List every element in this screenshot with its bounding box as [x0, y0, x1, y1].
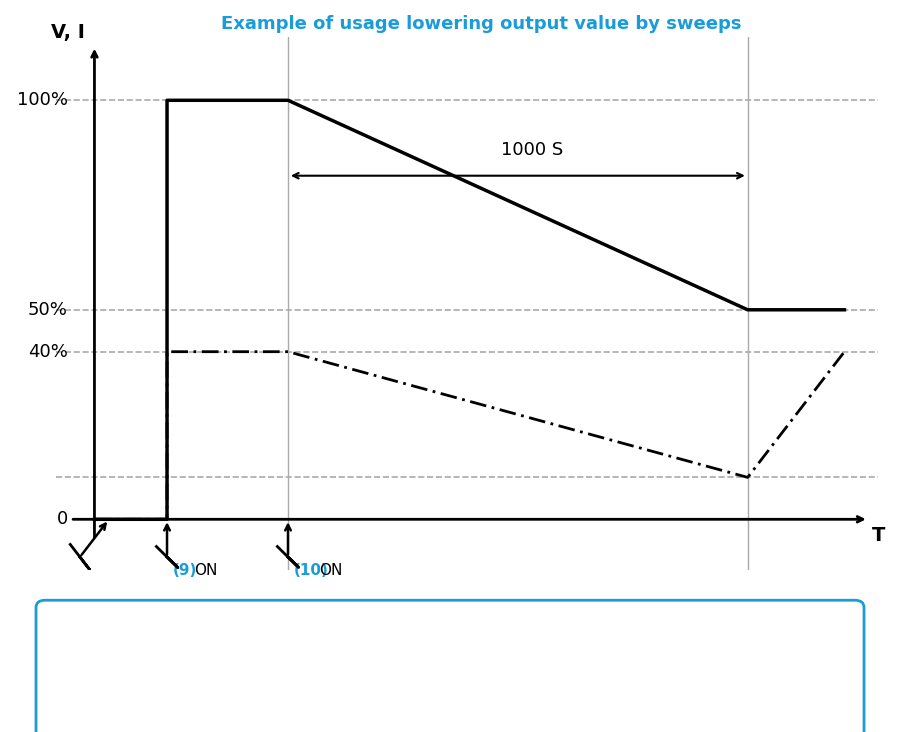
Text: (4): (4) [630, 632, 659, 649]
Text: (7): (7) [450, 712, 479, 730]
Text: Value before sweep: Value before sweep [486, 712, 663, 730]
Text: (2): (2) [252, 632, 281, 649]
Text: (6): (6) [252, 712, 281, 730]
Text: 100%: 100% [17, 92, 67, 109]
Text: (5): (5) [72, 712, 101, 730]
Text: 40%: 40% [28, 343, 68, 361]
Text: (10): (10) [293, 564, 328, 578]
Text: T: T [871, 526, 885, 545]
Text: Example of usage lowering output value by sweeps: Example of usage lowering output value b… [221, 15, 742, 33]
Text: 100.00%: 100.00% [108, 632, 187, 649]
Text: 0: 0 [57, 510, 68, 529]
Text: 10.00%: 10.00% [666, 632, 734, 649]
Text: Don’t send: Don’t send [288, 712, 386, 730]
Text: ON: ON [194, 564, 217, 578]
Text: 1000.0 S: 1000.0 S [108, 712, 187, 730]
Text: 40.00%: 40.00% [288, 632, 356, 649]
Text: 1000 S: 1000 S [501, 141, 563, 159]
Text: 50%: 50% [28, 301, 68, 319]
Text: ON: ON [320, 564, 343, 578]
Text: 50.00%: 50.00% [486, 632, 554, 649]
Text: (9): (9) [173, 564, 197, 578]
Text: V, I: V, I [51, 23, 85, 42]
Text: (3): (3) [450, 632, 479, 649]
Text: (1): (1) [72, 632, 101, 649]
